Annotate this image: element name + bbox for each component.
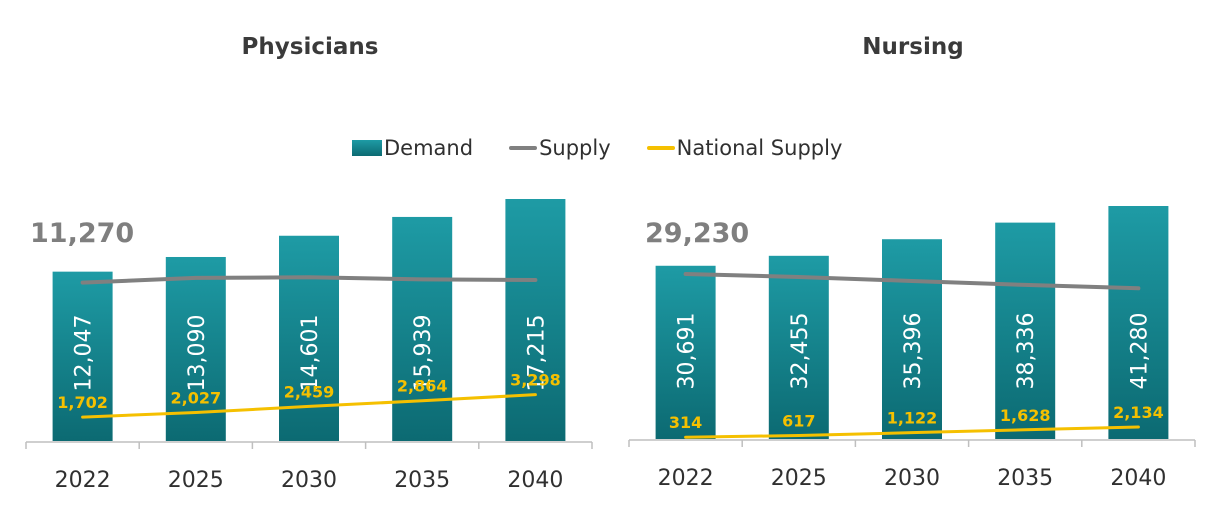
x-tick-label: 2035 — [997, 466, 1053, 491]
legend-national-supply: National Supply — [646, 136, 843, 160]
supply-line — [683, 272, 1141, 291]
demand-value-label: 15,939 — [411, 315, 436, 392]
demand-value-label: 17,215 — [524, 315, 549, 392]
national-supply-label: 1,628 — [1000, 406, 1051, 425]
legend-supply-label: Supply — [539, 136, 611, 160]
demand-swatch — [352, 140, 382, 156]
demand-value-label: 32,455 — [788, 313, 813, 390]
supply-annotation: 29,230 — [645, 218, 749, 249]
demand-value-label: 12,047 — [72, 315, 97, 392]
demand-value-label: 30,691 — [675, 313, 700, 390]
demand-bar — [52, 271, 113, 441]
legend-national-supply-label: National Supply — [676, 136, 843, 160]
x-tick-label: 2022 — [55, 468, 111, 493]
legend-supply: Supply — [509, 136, 611, 160]
national-supply-swatch — [646, 146, 675, 150]
supply-swatch — [509, 146, 538, 150]
nursing-chart: 2022 2025 2030 2035 2040 30,691 32,455 35,396 38… — [628, 206, 1196, 491]
legend-demand-label: Demand — [384, 136, 474, 160]
x-tick-label: 2022 — [658, 466, 714, 491]
demand-value-label: 38,336 — [1014, 313, 1039, 390]
demand-bar — [995, 222, 1056, 439]
national-supply-line — [684, 425, 1140, 439]
supply-line — [80, 275, 538, 285]
supply-annotation: 11,270 — [30, 218, 134, 249]
demand-bar — [882, 239, 942, 439]
demand-value-label: 35,396 — [901, 313, 926, 390]
x-tick-label: 2025 — [771, 466, 827, 491]
x-tick-label: 2030 — [281, 468, 337, 493]
national-supply-label: 3,298 — [510, 371, 561, 390]
nursing-title: Nursing — [862, 34, 964, 60]
national-supply-label: 2,027 — [170, 389, 221, 408]
x-tick-label: 2040 — [1110, 466, 1166, 491]
demand-bar — [392, 216, 453, 441]
national-supply-label: 617 — [782, 412, 815, 431]
demand-bar — [1108, 206, 1169, 439]
x-tick-label: 2040 — [507, 468, 563, 493]
demand-value-label: 14,601 — [298, 315, 323, 392]
demand-value-label: 13,090 — [185, 315, 210, 392]
national-supply-label: 2,864 — [397, 377, 448, 396]
physicians-title: Physicians — [241, 34, 379, 60]
demand-value-label: 41,280 — [1127, 313, 1152, 390]
demand-bar — [505, 199, 566, 441]
x-tick-label: 2025 — [168, 468, 224, 493]
national-supply-label: 314 — [669, 413, 702, 432]
national-supply-label: 2,459 — [284, 382, 335, 401]
demand-bar — [655, 265, 716, 439]
national-supply-label: 1,122 — [887, 409, 938, 428]
chart-legend: Demand Supply National Supply — [352, 134, 878, 162]
x-tick-label: 2030 — [884, 466, 940, 491]
x-tick-label: 2035 — [394, 468, 450, 493]
national-supply-label: 1,702 — [57, 393, 108, 412]
national-supply-line — [81, 393, 537, 419]
demand-bar — [768, 255, 829, 439]
legend-demand: Demand — [352, 136, 473, 160]
national-supply-label: 2,134 — [1113, 403, 1164, 422]
physicians-chart: 2022 2025 2030 2035 2040 12,047 13,090 14,601 15… — [25, 199, 593, 493]
